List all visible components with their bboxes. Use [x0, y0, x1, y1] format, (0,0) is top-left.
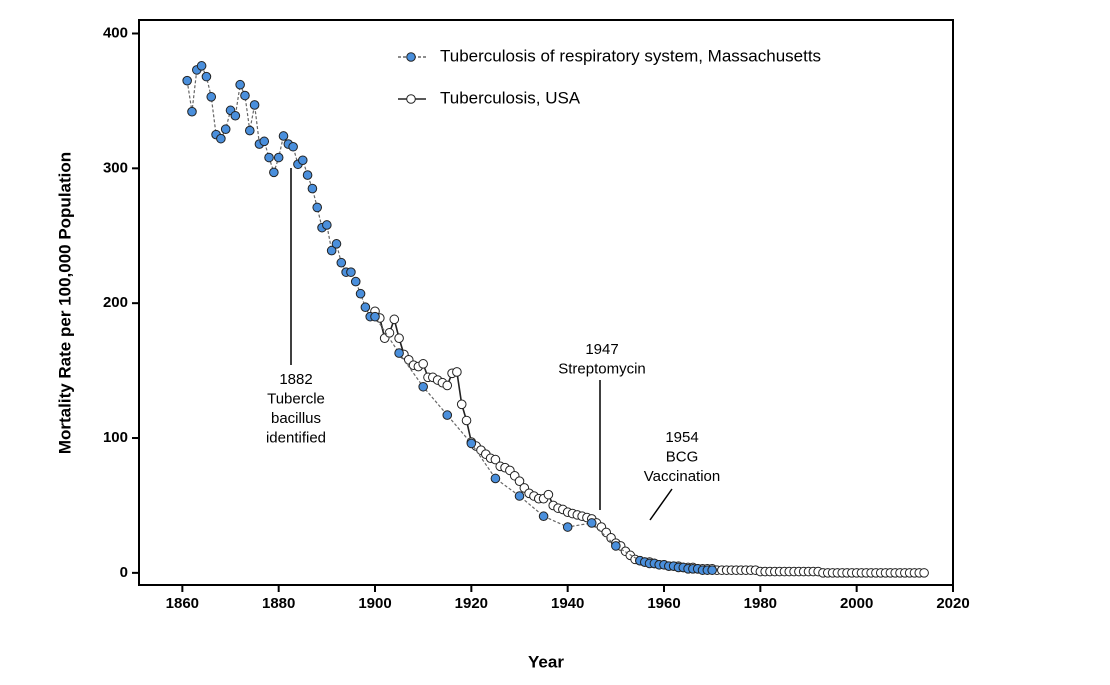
- data-point: [307, 183, 318, 194]
- y-tick-label: 300: [103, 159, 128, 176]
- data-point: [394, 333, 404, 344]
- data-point: [196, 61, 207, 71]
- annotation-text: Tubercle: [267, 390, 325, 407]
- data-point: [490, 454, 501, 465]
- x-axis-label: Year: [528, 652, 564, 671]
- data-point: [322, 220, 332, 230]
- data-point: [230, 110, 241, 121]
- data-point: [244, 125, 255, 136]
- data-point: [288, 141, 298, 152]
- data-point: [269, 167, 279, 178]
- data-point: [220, 124, 231, 135]
- data-point: [514, 476, 525, 486]
- x-tick-label: 1960: [647, 595, 680, 612]
- data-point: [490, 473, 501, 484]
- annotation-text: 1954: [665, 429, 698, 446]
- y-tick-label: 0: [120, 564, 128, 581]
- data-point: [206, 92, 217, 102]
- data-point: [360, 302, 371, 313]
- data-point: [336, 257, 347, 268]
- y-tick-label: 400: [103, 24, 128, 41]
- data-point: [384, 328, 395, 338]
- data-point: [235, 79, 245, 90]
- data-point: [456, 399, 467, 410]
- annotation-text: Vaccination: [644, 468, 720, 485]
- data-point: [355, 288, 366, 299]
- data-point: [331, 239, 342, 249]
- data-point: [297, 155, 308, 166]
- data-point: [201, 71, 212, 82]
- data-point: [418, 359, 428, 369]
- data-point: [302, 170, 313, 180]
- x-tick-label: 1980: [744, 595, 777, 612]
- data-point: [346, 267, 356, 277]
- series-line: [374, 310, 925, 574]
- x-tick-label: 1920: [455, 595, 488, 612]
- data-point: [611, 541, 621, 551]
- data-point: [259, 136, 270, 147]
- legend-marker: [406, 94, 416, 104]
- x-tick-label: 1860: [166, 595, 199, 612]
- x-tick-label: 1880: [262, 595, 295, 612]
- x-tick-label: 2020: [936, 595, 969, 612]
- data-point: [466, 438, 477, 449]
- data-point: [240, 90, 250, 101]
- data-point: [562, 522, 573, 532]
- data-point: [370, 311, 380, 322]
- x-tick-label: 1900: [358, 595, 391, 612]
- data-point: [442, 380, 453, 391]
- data-point: [273, 152, 284, 163]
- data-point: [543, 489, 554, 500]
- data-point: [389, 314, 400, 325]
- data-point: [312, 202, 323, 213]
- data-point: [278, 131, 289, 141]
- data-point: [182, 75, 192, 86]
- data-point: [350, 276, 361, 287]
- data-point: [249, 100, 260, 110]
- data-point: [326, 245, 337, 256]
- data-point: [264, 152, 274, 163]
- annotation-text: Streptomycin: [558, 360, 646, 377]
- data-point: [452, 367, 462, 377]
- y-tick-label: 200: [103, 294, 128, 311]
- annotation-text: 1947: [585, 341, 618, 358]
- annotation-text: BCG: [666, 448, 699, 465]
- y-axis-label: Mortality Rate per 100,000 Population: [55, 152, 74, 454]
- data-point: [707, 565, 717, 575]
- data-point: [418, 381, 428, 392]
- legend-label: Tuberculosis, USA: [440, 88, 581, 107]
- data-point: [442, 410, 453, 420]
- annotation-pointer: [649, 488, 673, 521]
- legend-label: Tuberculosis of respiratory system, Mass…: [440, 46, 821, 65]
- annotation-text: identified: [266, 429, 326, 446]
- data-point: [187, 106, 197, 117]
- data-point: [216, 133, 226, 144]
- data-point: [919, 568, 929, 578]
- annotation-text: 1882: [279, 371, 312, 388]
- data-point: [514, 491, 525, 501]
- data-point: [394, 348, 404, 358]
- y-tick-label: 100: [103, 429, 128, 446]
- x-tick-label: 2000: [840, 595, 873, 612]
- annotation-text: bacillus: [271, 410, 321, 427]
- data-point: [461, 415, 472, 426]
- data-point: [538, 511, 549, 522]
- data-point: [586, 518, 597, 528]
- x-tick-label: 1940: [551, 595, 584, 612]
- legend-marker: [406, 52, 416, 62]
